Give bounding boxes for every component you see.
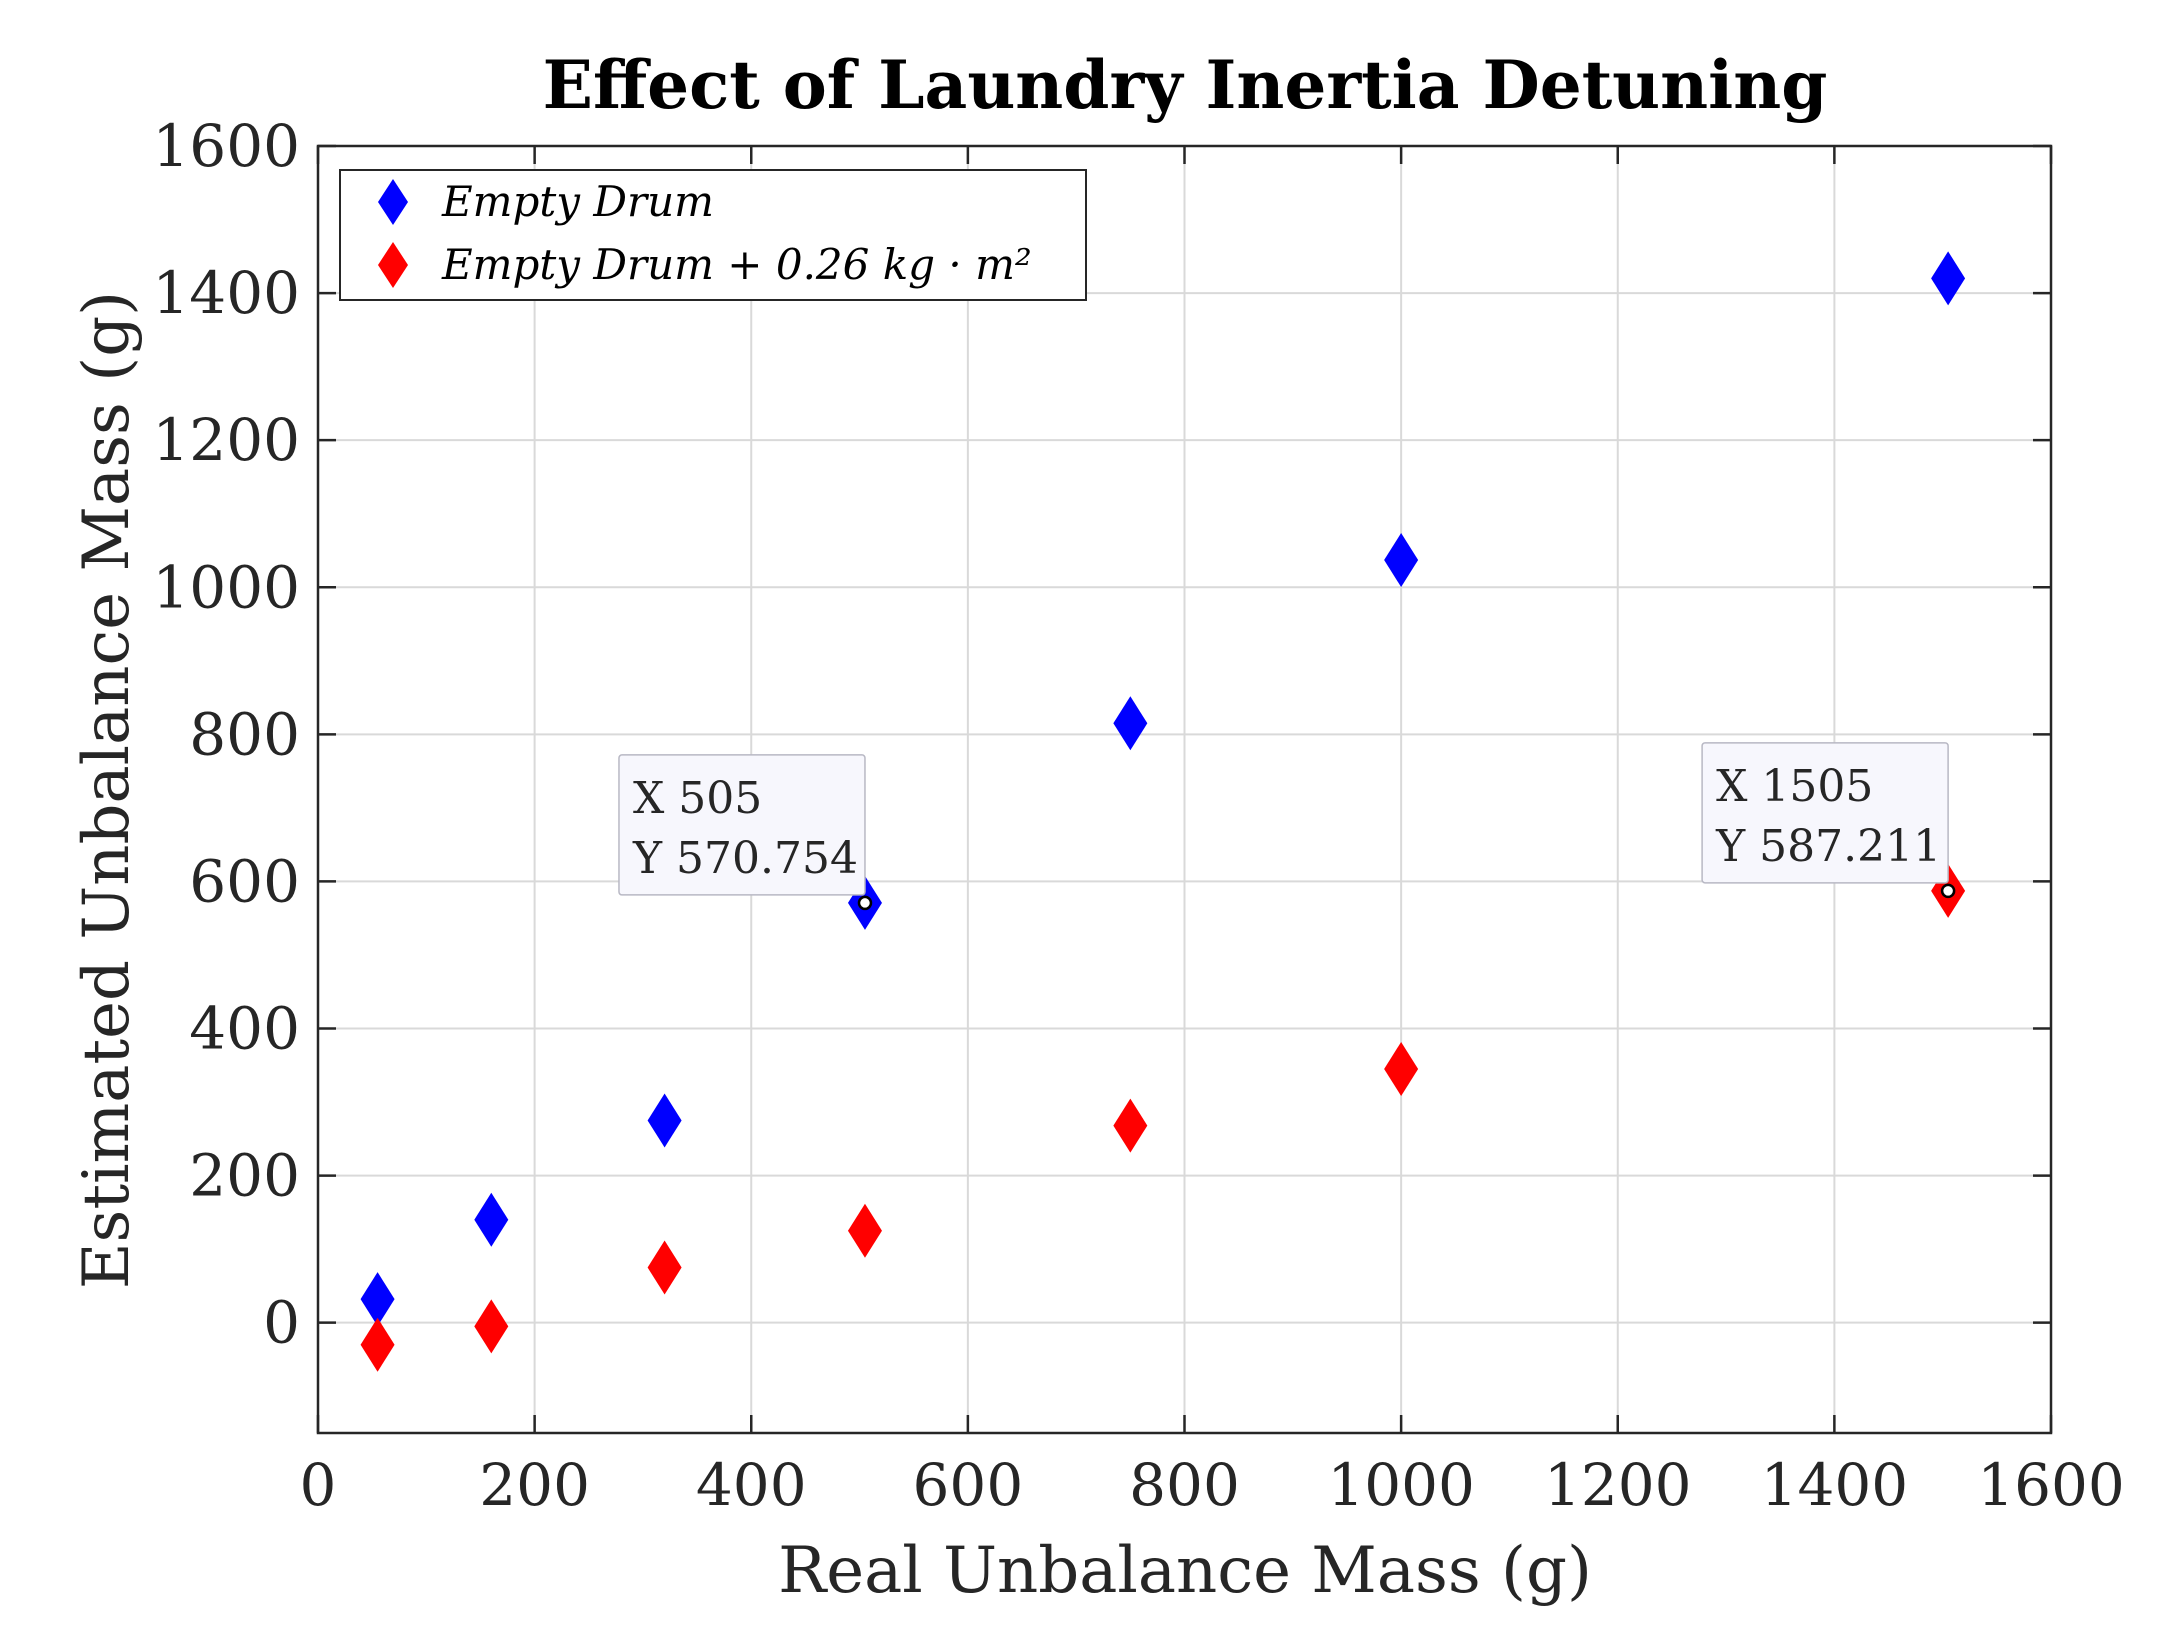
data-tips: X 505 Y 570.754 X 1505 Y 587.211 — [618, 742, 1956, 911]
data-tip-y: Y 587.211 — [1715, 821, 1941, 872]
x-tick-label: 400 — [696, 1451, 807, 1519]
x-tick-label: 600 — [913, 1451, 1024, 1519]
x-tick-label: 800 — [1129, 1451, 1240, 1519]
y-tick-label: 1000 — [152, 553, 300, 621]
series-1-point — [1113, 696, 1148, 751]
x-tick-label: 200 — [479, 1451, 590, 1519]
data-points — [360, 251, 1966, 1372]
series-1-point — [1931, 251, 1966, 306]
legend-marker-1 — [378, 179, 408, 225]
data-tip-2: X 1505 Y 587.211 — [1701, 742, 1956, 899]
x-tick-label: 1000 — [1327, 1451, 1475, 1519]
data-tip-box — [618, 754, 866, 896]
legend-box — [339, 169, 1087, 301]
x-tick-label: 0 — [300, 1451, 337, 1519]
y-tick-label: 0 — [263, 1289, 300, 1357]
y-tick-labels: 0 200 400 600 800 1000 1200 1400 1600 — [152, 112, 300, 1357]
series-1-point — [647, 1093, 682, 1148]
x-axis-label: Real Unbalance Mass (g) — [778, 1534, 1592, 1608]
y-tick-label: 1200 — [152, 406, 300, 474]
chart-title: Effect of Laundry Inertia Detuning — [543, 46, 1828, 124]
x-tick-labels: 0 200 400 600 800 1000 1200 1400 1600 — [300, 1451, 2125, 1519]
legend: Empty Drum Empty Drum + 0.26 kg · m² — [339, 169, 1087, 301]
x-tick-label: 1600 — [1977, 1451, 2125, 1519]
y-tick-label: 1400 — [152, 259, 300, 327]
axis-ticks — [316, 144, 2053, 1433]
series-1-point — [1384, 533, 1419, 588]
data-tip-1: X 505 Y 570.754 — [618, 754, 873, 911]
series-2-point — [1384, 1041, 1419, 1096]
y-tick-label: 200 — [189, 1142, 300, 1210]
series-2-point — [647, 1240, 682, 1295]
y-tick-label: 1600 — [152, 112, 300, 180]
data-tip-x: X 1505 — [1716, 761, 1873, 812]
series-1-point — [360, 1272, 395, 1327]
data-tip-marker — [857, 895, 873, 911]
legend-marker-2 — [378, 242, 408, 288]
series-2-point — [474, 1299, 509, 1354]
y-tick-label: 400 — [189, 995, 300, 1063]
data-tip-y: Y 570.754 — [632, 833, 858, 884]
x-tick-label: 1200 — [1544, 1451, 1692, 1519]
data-tip-marker — [1940, 883, 1956, 899]
series-2-point — [1113, 1098, 1148, 1153]
series-2-point — [847, 1203, 882, 1258]
legend-label-2: Empty Drum + 0.26 kg · m² — [441, 240, 1032, 289]
series-1-point — [474, 1192, 509, 1247]
data-tip-box — [1701, 742, 1949, 884]
y-tick-label: 800 — [189, 700, 300, 768]
data-tip-x: X 505 — [633, 773, 762, 824]
y-axis-label: Estimated Unbalance Mass (g) — [70, 291, 144, 1289]
y-tick-label: 600 — [189, 847, 300, 915]
legend-label-1: Empty Drum — [441, 177, 714, 226]
series-2-point — [360, 1317, 395, 1372]
x-tick-label: 1400 — [1761, 1451, 1909, 1519]
